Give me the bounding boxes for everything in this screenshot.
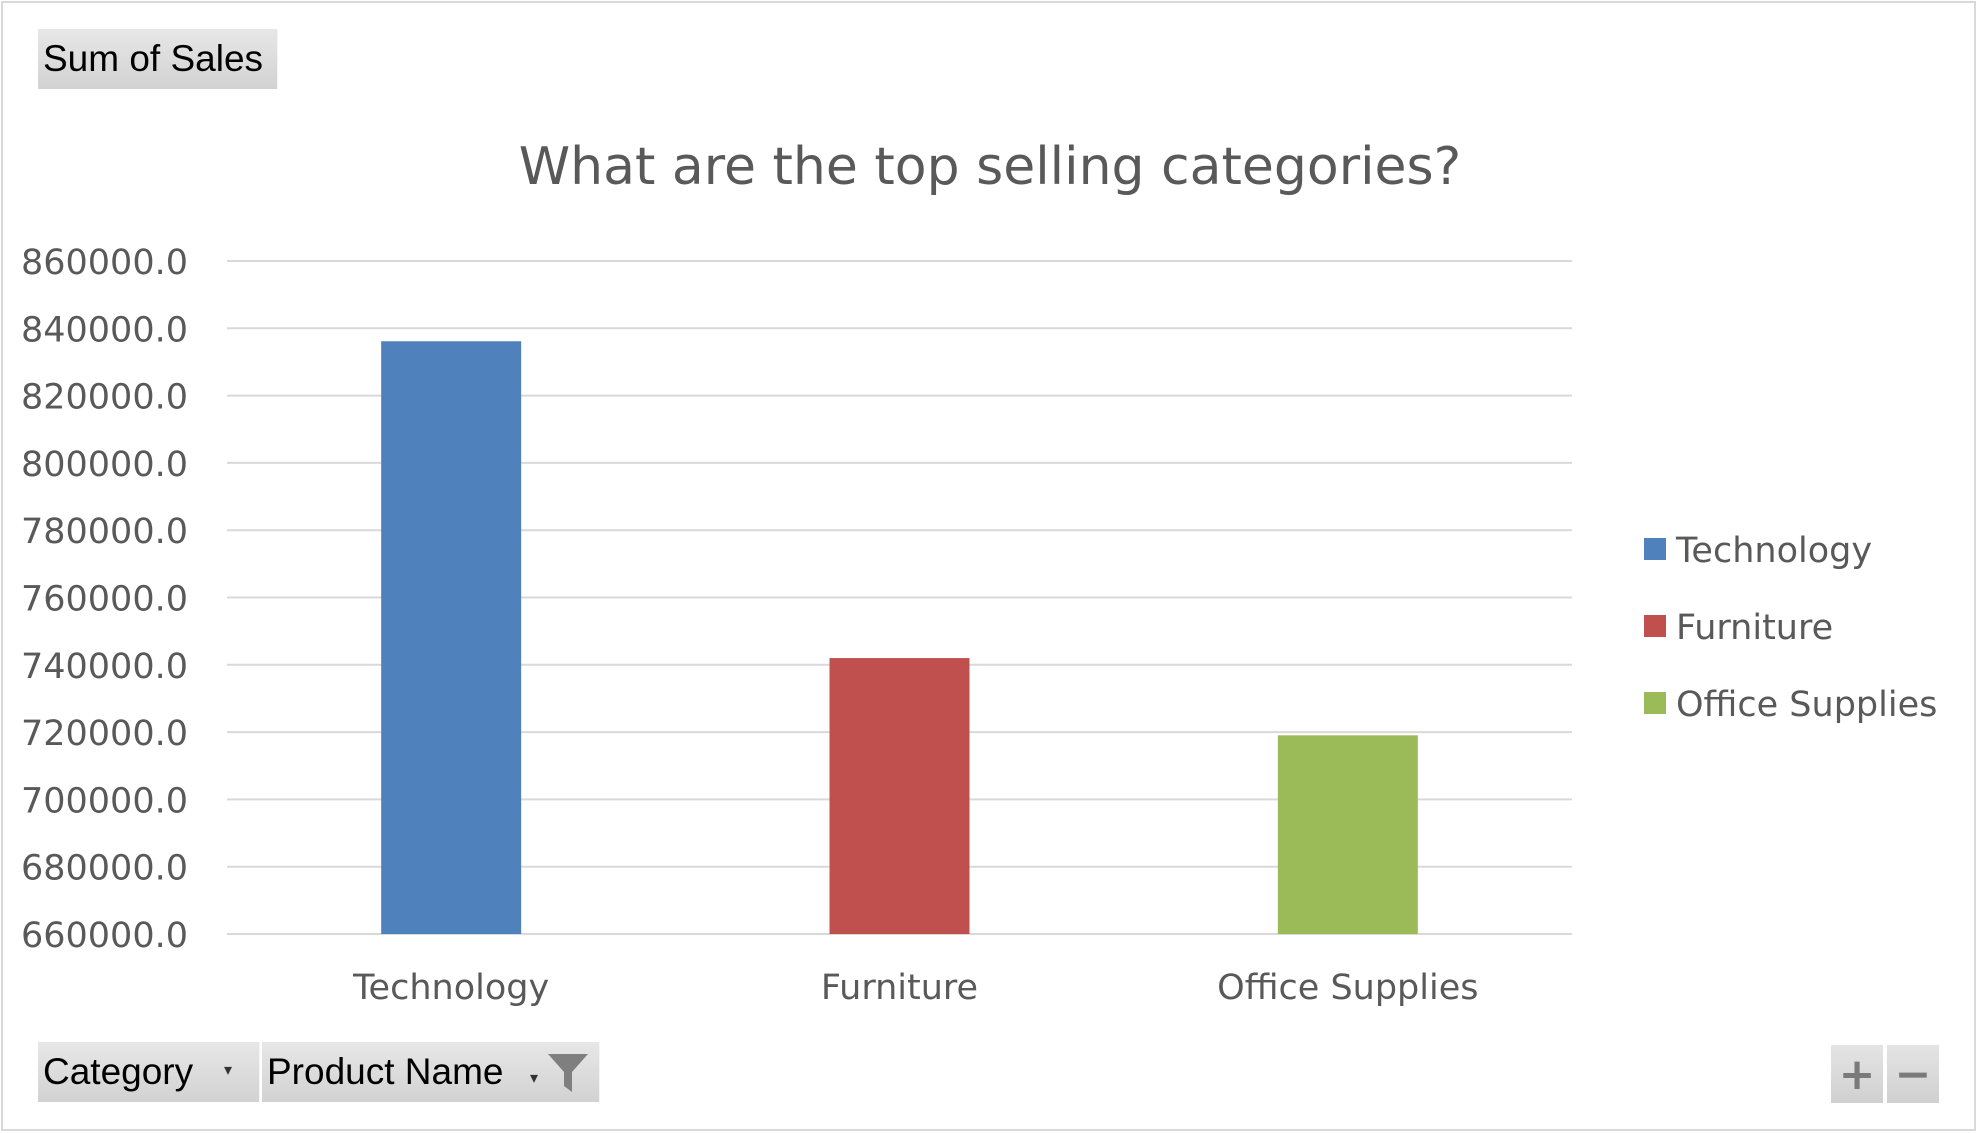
y-tick-label: 800000.0 — [21, 445, 188, 485]
legend: Technology Furniture Office Supplies — [1644, 531, 1937, 725]
bar-furniture[interactable] — [829, 658, 970, 934]
chart-title: What are the top selling categories? — [519, 137, 1461, 197]
bar-technology[interactable] — [381, 341, 522, 934]
product-name-field-label: Product Name — [267, 1051, 504, 1092]
dropdown-arrow-icon[interactable]: ▾ — [530, 1070, 539, 1087]
y-tick-label: 860000.0 — [21, 243, 188, 283]
legend-entry[interactable]: Furniture — [1676, 608, 1833, 648]
expand-field-button[interactable]: + — [1831, 1045, 1883, 1103]
x-category-label: Technology — [352, 968, 549, 1008]
y-tick-label: 760000.0 — [21, 580, 188, 620]
y-tick-label: 780000.0 — [21, 512, 188, 552]
y-tick-label: 720000.0 — [21, 714, 188, 754]
sum-of-sales-label: Sum of Sales — [43, 38, 264, 79]
x-category-label: Office Supplies — [1217, 968, 1478, 1008]
bars — [381, 341, 1418, 934]
legend-entry[interactable]: Office Supplies — [1676, 685, 1937, 725]
y-axis-tick-labels: 660000.0 680000.0 700000.0 720000.0 740000.0… — [21, 243, 188, 956]
x-category-label: Furniture — [821, 968, 978, 1008]
plus-icon: + — [1838, 1048, 1876, 1100]
sum-of-sales-field-button[interactable]: Sum of Sales — [38, 29, 278, 89]
legend-swatch — [1644, 538, 1666, 560]
dropdown-arrow-icon[interactable]: ▾ — [224, 1062, 233, 1079]
minus-icon: − — [1894, 1048, 1932, 1100]
y-tick-label: 680000.0 — [21, 849, 188, 889]
collapse-field-button[interactable]: − — [1887, 1045, 1939, 1103]
bar-office-supplies[interactable] — [1277, 735, 1418, 934]
y-tick-label: 660000.0 — [21, 916, 188, 956]
y-tick-label: 820000.0 — [21, 378, 188, 418]
legend-swatch — [1644, 615, 1666, 637]
legend-swatch — [1644, 692, 1666, 714]
legend-entry[interactable]: Technology — [1675, 531, 1872, 571]
category-field-button[interactable]: Category ▾ — [38, 1042, 260, 1102]
category-field-label: Category — [43, 1051, 194, 1092]
y-tick-label: 740000.0 — [21, 647, 188, 687]
y-tick-label: 700000.0 — [21, 781, 188, 821]
product-name-field-button[interactable]: Product Name ▾ — [262, 1042, 600, 1102]
x-axis-category-labels: Technology Furniture Office Supplies — [352, 968, 1478, 1008]
filter-funnel-icon[interactable] — [546, 1052, 590, 1094]
y-tick-label: 840000.0 — [21, 310, 188, 350]
